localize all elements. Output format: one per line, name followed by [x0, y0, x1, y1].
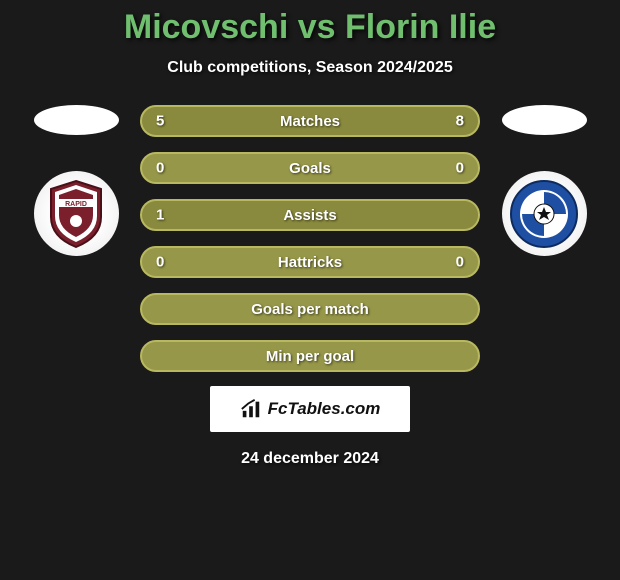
club-crest-icon: [509, 179, 579, 249]
stat-row: 1 Assists: [140, 199, 480, 231]
chart-icon: [240, 398, 262, 420]
player-right-column: [494, 105, 594, 256]
comparison-subtitle: Club competitions, Season 2024/2025: [167, 59, 452, 77]
stats-list: 5 8 Matches 0 0 Goals 1 Assists 0 0 Hattricks Goals…: [140, 105, 480, 372]
stat-row: 0 0 Hattricks: [140, 246, 480, 278]
shield-icon: RAPID: [45, 179, 107, 249]
stat-value-left: 5: [156, 113, 164, 130]
comparison-title: Micovschi vs Florin Ilie: [124, 8, 496, 47]
stat-value-left: 0: [156, 160, 164, 177]
watermark-text: FcTables.com: [268, 399, 381, 419]
club-left-badge: RAPID: [34, 171, 119, 256]
stat-label: Hattricks: [278, 254, 342, 271]
stat-label: Matches: [280, 113, 340, 130]
club-right-badge: [502, 171, 587, 256]
svg-text:RAPID: RAPID: [65, 201, 87, 208]
stat-value-right: 0: [456, 254, 464, 271]
stat-row: 0 0 Goals: [140, 152, 480, 184]
player-left-avatar: [34, 105, 119, 135]
player-right-avatar: [502, 105, 587, 135]
player-left-column: RAPID: [26, 105, 126, 256]
stat-value-left: 1: [156, 207, 164, 224]
watermark-badge: FcTables.com: [210, 386, 410, 432]
stat-row: Min per goal: [140, 340, 480, 372]
comparison-body: RAPID 5 8 Matches 0 0 Goals 1 Assists 0 0 Hattrick…: [0, 105, 620, 372]
stat-value-left: 0: [156, 254, 164, 271]
stat-value-right: 8: [456, 113, 464, 130]
stat-value-right: 0: [456, 160, 464, 177]
stat-label: Goals: [289, 160, 331, 177]
stat-label: Goals per match: [251, 301, 369, 318]
stat-row: 5 8 Matches: [140, 105, 480, 137]
stat-label: Min per goal: [266, 348, 354, 365]
stat-label: Assists: [283, 207, 336, 224]
stat-row: Goals per match: [140, 293, 480, 325]
comparison-date: 24 december 2024: [241, 450, 379, 468]
